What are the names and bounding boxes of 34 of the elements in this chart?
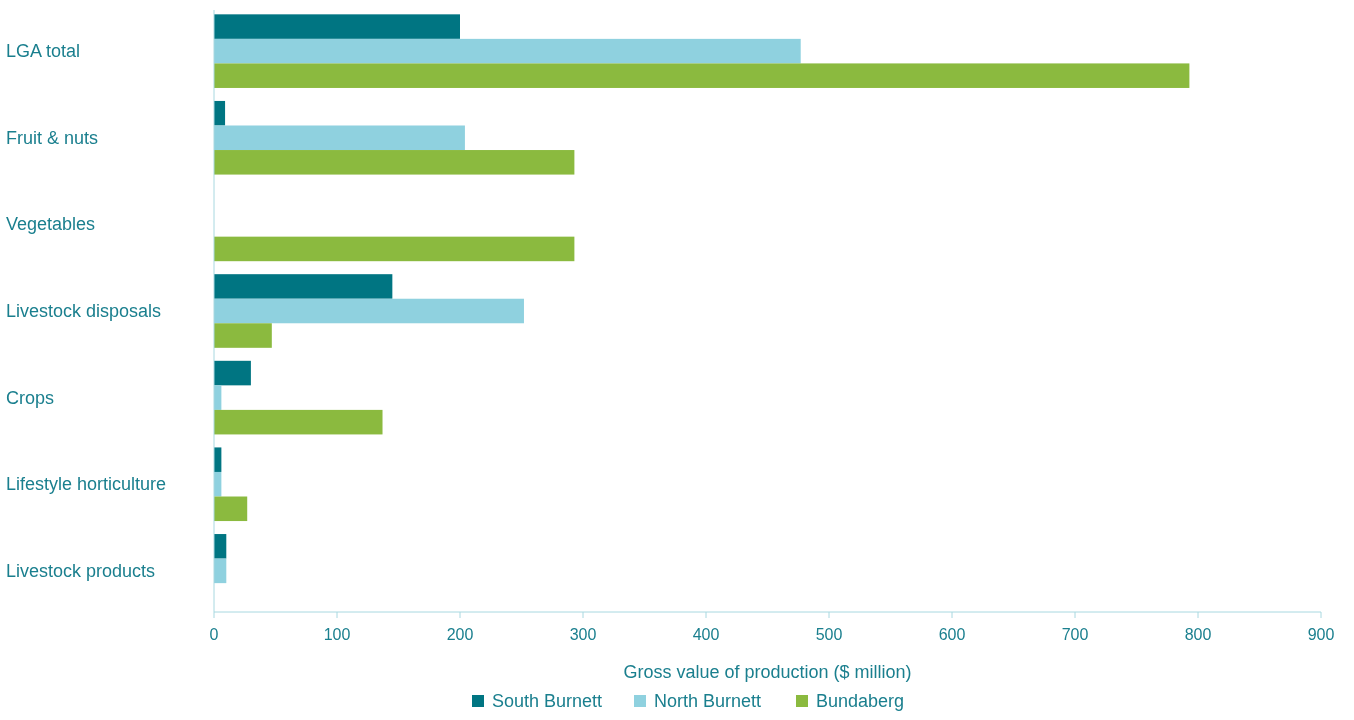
y-tick-label: Vegetables (6, 214, 96, 235)
bar (214, 360, 251, 386)
bar (214, 150, 575, 175)
y-tick-label: Lifestyle horticulture (6, 474, 167, 495)
x-tick-label: 600 (938, 626, 966, 643)
bar (214, 323, 272, 348)
x-tick-label: 500 (815, 626, 843, 643)
y-tick-label: Crops (6, 387, 55, 408)
x-tick-label: 300 (569, 626, 597, 643)
y-tick-label: LGA total (6, 41, 81, 62)
bar (214, 274, 393, 299)
bar (214, 125, 465, 151)
legend-label: Bundaberg (816, 691, 905, 711)
x-tick-label: 800 (1184, 626, 1212, 643)
bar (214, 38, 801, 64)
legend-label: North Burnett (654, 691, 762, 711)
x-tick-label: 100 (323, 626, 351, 643)
x-tick-label: 700 (1061, 626, 1089, 643)
x-tick-label: 400 (692, 626, 720, 643)
bar (214, 236, 575, 262)
bar (214, 63, 1190, 88)
x-axis-title: Gross value of production ($ million) (623, 662, 912, 682)
bar (214, 298, 524, 324)
y-tick-label: Livestock disposals (6, 301, 162, 321)
x-tick-label: 0 (209, 626, 219, 643)
legend-label: South Burnett (492, 691, 603, 711)
bar (214, 534, 227, 559)
bar (214, 14, 460, 39)
x-tick-label: 200 (446, 626, 474, 643)
y-tick-label: Fruit & nuts (6, 127, 99, 148)
bar (214, 496, 248, 522)
bar (214, 409, 383, 435)
y-tick-label: Livestock products (6, 560, 156, 581)
x-tick-label: 900 (1307, 626, 1335, 643)
